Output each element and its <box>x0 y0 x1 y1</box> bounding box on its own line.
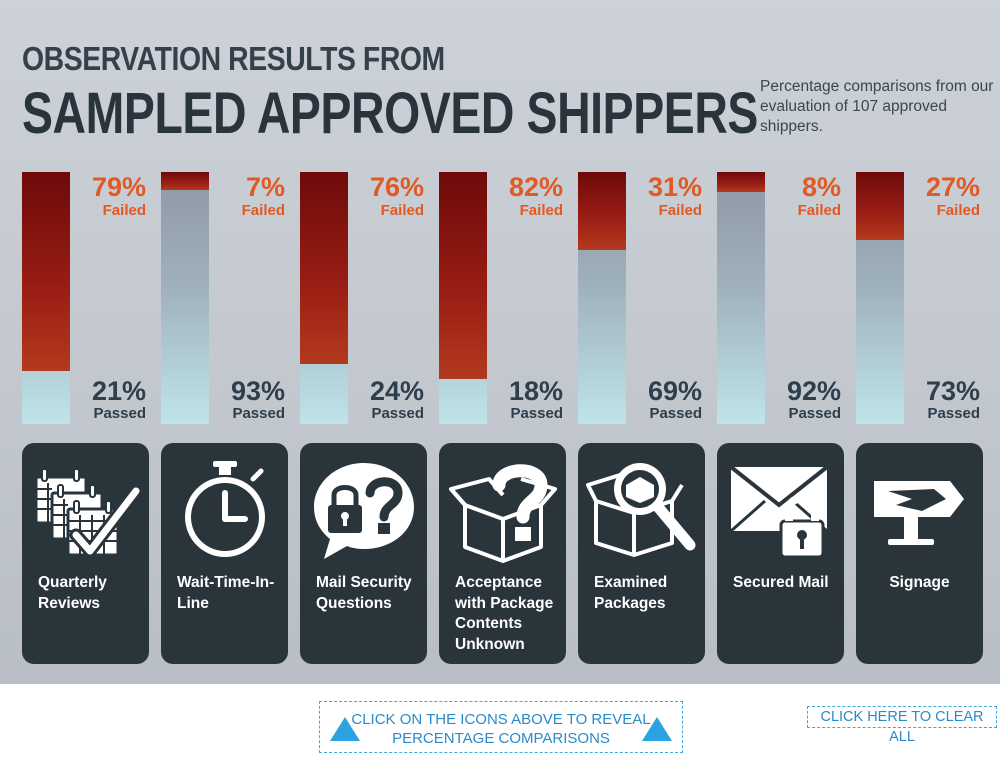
failed-label: Failed <box>241 202 285 219</box>
bar-track <box>439 172 487 424</box>
bar-track <box>578 172 626 424</box>
passed-percent: 18% <box>508 376 563 406</box>
passed-label: Passed <box>371 405 424 422</box>
failed-percent: 27% <box>925 172 980 202</box>
failed-percent: 8% <box>801 172 841 202</box>
bar-failed-fill <box>856 172 904 240</box>
card-label: Wait-Time-In-Line <box>177 574 275 612</box>
clear-all-button[interactable]: CLICK HERE TO CLEAR ALL <box>807 706 997 745</box>
passed-label: Passed <box>927 405 980 422</box>
failed-percent: 7% <box>245 172 285 202</box>
passed-percent: 93% <box>230 376 285 406</box>
triangle-up-icon <box>642 717 672 741</box>
failed-percent: 82% <box>508 172 563 202</box>
bar-track <box>717 172 765 424</box>
passed-label: Passed <box>649 405 702 422</box>
usps-eagle-sign-icon <box>874 481 964 545</box>
bar-failed-fill <box>22 172 70 371</box>
calendar-check-icon <box>34 468 142 558</box>
passed-percent: 69% <box>647 376 702 406</box>
bar-failed-fill <box>578 172 626 250</box>
bar-chart: 79% Failed 21% Passed 7% Failed 93% Pass… <box>22 172 980 424</box>
failed-percent: 76% <box>369 172 424 202</box>
card-label: Signage <box>889 574 950 591</box>
bar-failed-fill <box>161 172 209 190</box>
bar-track <box>856 172 904 424</box>
failed-label: Failed <box>658 202 702 219</box>
passed-percent: 24% <box>369 376 424 406</box>
passed-label: Passed <box>232 405 285 422</box>
card-label: Secured Mail <box>733 574 829 591</box>
title-line-1: OBSERVATION RESULTS FROM <box>22 40 445 77</box>
bar-failed-fill <box>717 172 765 192</box>
card-label: Quarterly Reviews <box>38 574 107 612</box>
failed-percent: 31% <box>647 172 702 202</box>
subtitle: Percentage comparisons from our evaluati… <box>760 78 994 135</box>
bar-track <box>161 172 209 424</box>
card-label: Mail Security Questions <box>316 574 412 612</box>
box-magnifier-icon <box>586 463 696 557</box>
passed-percent: 21% <box>91 376 146 406</box>
lock-question-bubble-icon <box>314 463 414 559</box>
triangle-up-icon <box>330 717 360 741</box>
card-label: Acceptance with Package Contents Unknown <box>455 574 554 653</box>
card-label: Examined Packages <box>594 574 668 612</box>
failed-label: Failed <box>380 202 424 219</box>
failed-percent: 79% <box>91 172 146 202</box>
bar-track <box>300 172 348 424</box>
page-title: SAMPLED APPROVED SHIPPERS <box>22 81 758 146</box>
card-quarterly-reviews[interactable]: Quarterly Reviews <box>22 443 149 664</box>
bar-track <box>22 172 70 424</box>
card-mail-security-questions[interactable]: Mail Security Questions <box>300 443 427 664</box>
stopwatch-icon <box>185 461 265 557</box>
passed-label: Passed <box>510 405 563 422</box>
failed-label: Failed <box>797 202 841 219</box>
bar-failed-fill <box>300 172 348 364</box>
card-wait-time-in-line[interactable]: Wait-Time-In-Line <box>161 443 288 664</box>
card-examined-packages[interactable]: Examined Packages <box>578 443 705 664</box>
passed-percent: 73% <box>925 376 980 406</box>
passed-label: Passed <box>93 405 146 422</box>
card-secured-mail[interactable]: Secured Mail <box>717 443 844 664</box>
reveal-text: CLICK ON THE ICONS ABOVE TO REVEAL PERCE… <box>351 711 651 747</box>
reveal-comparisons-button[interactable]: CLICK ON THE ICONS ABOVE TO REVEAL PERCE… <box>319 701 683 753</box>
failed-label: Failed <box>936 202 980 219</box>
box-question-icon <box>449 464 557 563</box>
infographic-panel: OBSERVATION RESULTS FROM SAMPLED APPROVE… <box>0 0 1000 684</box>
card-signage[interactable]: Signage <box>856 443 983 664</box>
envelope-lock-icon <box>729 465 829 559</box>
failed-label: Failed <box>519 202 563 219</box>
passed-label: Passed <box>788 405 841 422</box>
bar-failed-fill <box>439 172 487 379</box>
failed-label: Failed <box>102 202 146 219</box>
card-acceptance-package-contents-unknown[interactable]: Acceptance with Package Contents Unknown <box>439 443 566 664</box>
passed-percent: 92% <box>786 376 841 406</box>
